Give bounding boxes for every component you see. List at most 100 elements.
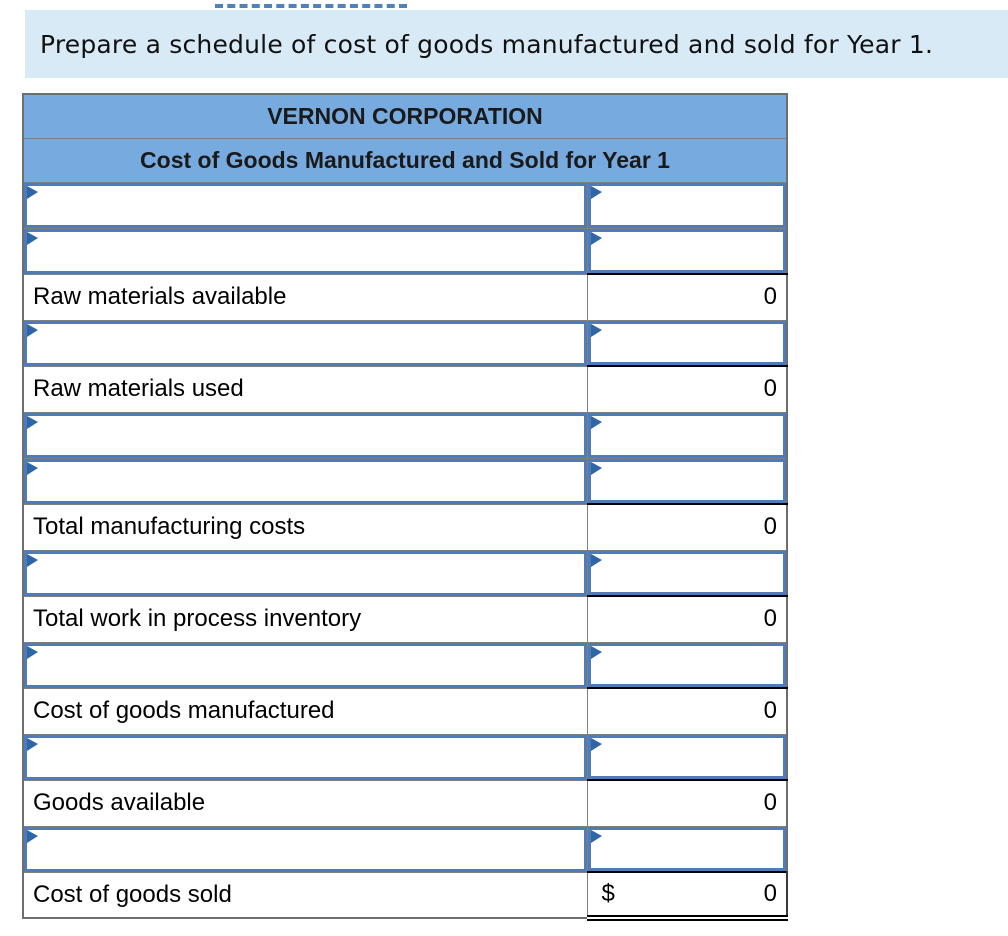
cell-flag-icon xyxy=(590,829,602,843)
empty-input-box[interactable] xyxy=(587,734,786,779)
label-input-cell[interactable] xyxy=(22,181,588,229)
instruction-text: Prepare a schedule of cost of goods manu… xyxy=(40,29,934,59)
empty-input-box[interactable] xyxy=(587,182,786,228)
cell-flag-icon xyxy=(27,185,38,199)
row-label: Total work in process inventory xyxy=(22,595,588,643)
dashed-focus-line xyxy=(215,4,407,8)
empty-input-box[interactable] xyxy=(587,320,786,365)
empty-input-box[interactable] xyxy=(24,458,587,504)
value-text: 0 xyxy=(763,283,777,311)
cell-flag-icon xyxy=(27,553,38,567)
value-input-cell[interactable] xyxy=(586,411,788,459)
cell-flag-icon xyxy=(590,645,602,659)
row-label: Raw materials used xyxy=(22,365,588,413)
label-input-cell[interactable] xyxy=(22,457,588,505)
cell-flag-icon xyxy=(27,415,38,429)
row-value: $0 xyxy=(586,871,788,921)
instruction-banner: Prepare a schedule of cost of goods manu… xyxy=(25,10,1008,78)
cell-flag-icon xyxy=(27,323,38,337)
cell-flag-icon xyxy=(590,553,602,567)
label-input-cell[interactable] xyxy=(22,733,588,781)
empty-input-box[interactable] xyxy=(587,228,786,273)
row-label: Goods available xyxy=(22,779,588,827)
row-value: 0 xyxy=(586,273,788,321)
input-row xyxy=(22,549,788,597)
empty-input-box[interactable] xyxy=(24,412,587,458)
total-row: Raw materials used 0 xyxy=(22,365,788,413)
schedule-body: VERNON CORPORATION Cost of Goods Manufac… xyxy=(22,93,788,921)
value-input-cell[interactable] xyxy=(586,227,788,275)
value-input-cell[interactable] xyxy=(586,549,788,597)
input-row xyxy=(22,181,788,229)
value-text: 0 xyxy=(763,789,777,817)
cell-flag-icon xyxy=(27,231,38,245)
empty-input-box[interactable] xyxy=(24,550,587,596)
cell-flag-icon xyxy=(590,461,602,475)
label-input-cell[interactable] xyxy=(22,411,588,459)
row-label: Cost of goods sold xyxy=(22,871,588,919)
value-input-cell[interactable] xyxy=(586,319,788,367)
row-label: Raw materials available xyxy=(22,273,588,321)
input-row xyxy=(22,641,788,689)
currency-symbol: $ xyxy=(601,880,615,907)
total-row: Cost of goods sold $0 xyxy=(22,871,788,921)
input-row xyxy=(22,227,788,275)
cell-flag-icon xyxy=(27,829,38,843)
label-input-cell[interactable] xyxy=(22,319,588,367)
statement-title-row: Cost of Goods Manufactured and Sold for … xyxy=(22,137,788,183)
label-input-cell[interactable] xyxy=(22,227,588,275)
schedule-table: VERNON CORPORATION Cost of Goods Manufac… xyxy=(22,93,788,921)
empty-input-box[interactable] xyxy=(24,642,587,688)
total-row: Goods available 0 xyxy=(22,779,788,827)
empty-input-box[interactable] xyxy=(24,320,587,366)
cell-flag-icon xyxy=(27,461,38,475)
company-title: VERNON CORPORATION xyxy=(22,93,788,139)
row-label: Total manufacturing costs xyxy=(22,503,588,551)
value-input-cell[interactable] xyxy=(586,181,788,229)
empty-input-box[interactable] xyxy=(587,550,786,595)
cell-flag-icon xyxy=(590,415,602,429)
input-row xyxy=(22,733,788,781)
value-input-cell[interactable] xyxy=(586,733,788,781)
cell-flag-icon xyxy=(27,737,38,751)
empty-input-box[interactable] xyxy=(24,228,587,274)
total-row: Total work in process inventory 0 xyxy=(22,595,788,643)
value-input-cell[interactable] xyxy=(586,457,788,505)
empty-input-box[interactable] xyxy=(24,734,587,780)
empty-input-box[interactable] xyxy=(587,458,786,503)
row-value: 0 xyxy=(586,503,788,551)
statement-title: Cost of Goods Manufactured and Sold for … xyxy=(22,137,788,183)
row-value: 0 xyxy=(586,365,788,413)
value-input-cell[interactable] xyxy=(586,825,788,873)
value-text: 0 xyxy=(763,697,777,725)
value-text: 0 xyxy=(763,375,777,403)
label-input-cell[interactable] xyxy=(22,549,588,597)
label-input-cell[interactable] xyxy=(22,641,588,689)
row-value: 0 xyxy=(586,779,788,827)
row-value: 0 xyxy=(586,687,788,735)
input-row xyxy=(22,319,788,367)
empty-input-box[interactable] xyxy=(587,826,786,871)
cell-flag-icon xyxy=(590,737,602,751)
company-title-row: VERNON CORPORATION xyxy=(22,93,788,139)
empty-input-box[interactable] xyxy=(24,826,587,872)
value-text: 0 xyxy=(763,605,777,633)
empty-input-box[interactable] xyxy=(587,642,786,687)
value-text: 0 xyxy=(763,513,777,541)
empty-input-box[interactable] xyxy=(587,412,786,458)
cell-flag-icon xyxy=(590,185,602,199)
value-text: 0 xyxy=(763,880,777,907)
total-row: Cost of goods manufactured 0 xyxy=(22,687,788,735)
row-label: Cost of goods manufactured xyxy=(22,687,588,735)
cell-flag-icon xyxy=(590,231,602,245)
row-value: 0 xyxy=(586,595,788,643)
input-row xyxy=(22,457,788,505)
value-input-cell[interactable] xyxy=(586,641,788,689)
label-input-cell[interactable] xyxy=(22,825,588,873)
input-row xyxy=(22,825,788,873)
empty-input-box[interactable] xyxy=(24,182,587,228)
total-row: Total manufacturing costs 0 xyxy=(22,503,788,551)
cell-flag-icon xyxy=(27,645,38,659)
total-row: Raw materials available 0 xyxy=(22,273,788,321)
